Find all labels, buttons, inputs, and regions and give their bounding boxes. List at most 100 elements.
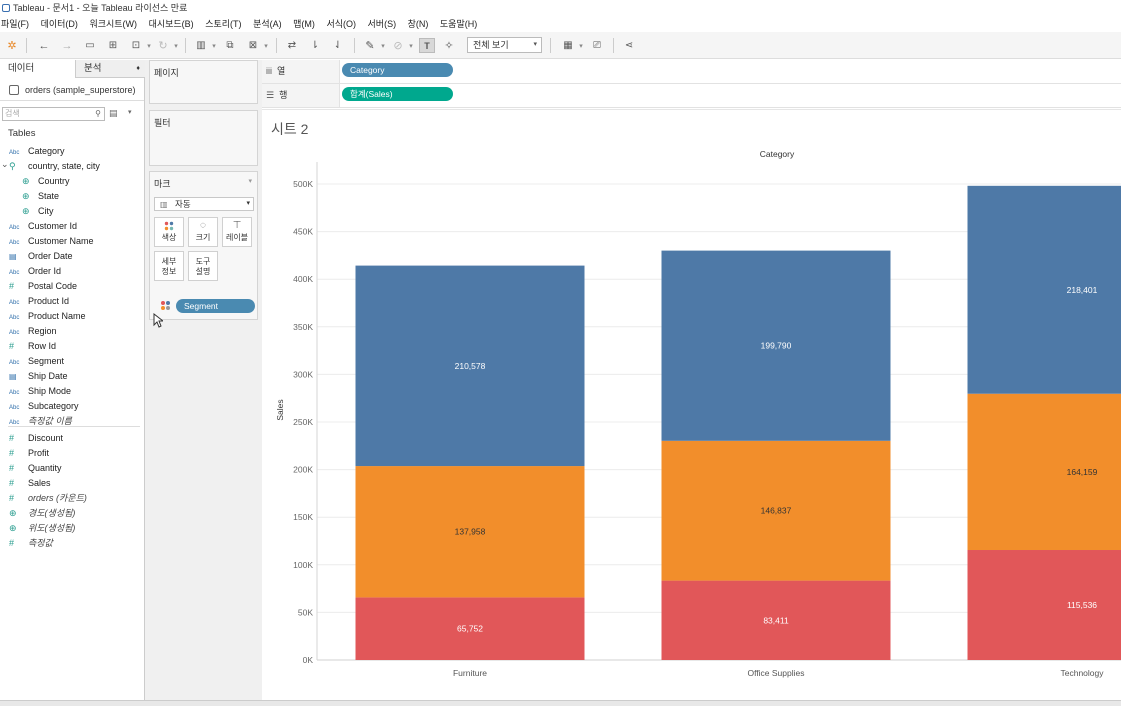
bar-segment[interactable]	[355, 597, 585, 660]
datasource-item[interactable]: orders (sample_superstore)	[0, 79, 144, 101]
size-button[interactable]: ◌ 크기	[188, 217, 218, 247]
show-mark-labels-icon[interactable]: T	[419, 38, 435, 53]
field-state[interactable]: ⊕ State	[0, 189, 59, 204]
new-worksheet-icon[interactable]: ▥	[196, 40, 206, 51]
bar-segment[interactable]	[661, 440, 891, 581]
dropdown-arrow-icon[interactable]: ▾	[147, 42, 151, 50]
dropdown-arrow-icon[interactable]: ▾	[579, 42, 583, 50]
field-ship-mode[interactable]: Abc Ship Mode	[0, 384, 71, 399]
bar-segment[interactable]	[967, 393, 1121, 551]
refresh-icon[interactable]: ↻	[158, 40, 168, 52]
new-datasource-icon[interactable]: ⊞	[108, 40, 118, 51]
rows-shelf[interactable]: ☰ 행 합계(Sales)	[262, 84, 1121, 108]
duplicate-sheet-icon[interactable]: ⧉	[226, 40, 234, 51]
menu-data[interactable]: 데이터(D)	[40, 19, 78, 29]
bar-segment[interactable]	[355, 265, 585, 467]
dropdown-arrow-icon[interactable]: ▾	[381, 42, 385, 50]
undo-icon[interactable]: ←	[38, 39, 50, 52]
fix-axes-icon[interactable]: ✧	[444, 40, 454, 52]
sort-ascending-icon[interactable]: ⇂	[310, 40, 320, 51]
field-region[interactable]: Abc Region	[0, 324, 57, 339]
menu-map[interactable]: 맵(M)	[293, 19, 315, 29]
marks-menu-icon[interactable]: ▾	[248, 178, 252, 185]
field-customer-id[interactable]: Abc Customer Id	[0, 219, 77, 234]
cards-toggle-icon[interactable]: ▦	[563, 40, 573, 51]
list-view-icon[interactable]: ▤	[109, 108, 118, 118]
tooltip-button[interactable]: 도구 설명	[188, 251, 218, 281]
swap-rows-columns-icon[interactable]: ⇄	[287, 40, 297, 51]
menu-analysis[interactable]: 분석(A)	[253, 19, 282, 29]
bar-segment[interactable]	[967, 185, 1121, 394]
highlight-icon[interactable]: ✎	[365, 40, 375, 52]
menu-help[interactable]: 도움말(H)	[439, 19, 478, 29]
menu-worksheet[interactable]: 워크시트(W)	[89, 19, 138, 29]
tableau-logo-icon[interactable]: ✲	[7, 40, 17, 52]
field-sales[interactable]: # Sales	[0, 476, 51, 491]
menu-window[interactable]: 창(N)	[407, 19, 429, 29]
field-subcategory[interactable]: Abc Subcategory	[0, 399, 79, 414]
menu-format[interactable]: 서식(O)	[326, 19, 356, 29]
color-button[interactable]: 색상	[154, 217, 184, 247]
field-field[interactable]: ⊕ 위도(생성됨)	[0, 521, 75, 536]
field-orders[interactable]: # orders (카운트)	[0, 491, 87, 506]
field-category[interactable]: Abc Category	[0, 144, 65, 159]
menu-story[interactable]: 스토리(T)	[205, 19, 242, 29]
sort-descending-icon[interactable]: ⇃	[333, 40, 343, 51]
expand-chevron-icon[interactable]: ⌄	[1, 159, 9, 169]
clear-sheet-icon[interactable]: ⊠	[248, 40, 258, 51]
mark-type-dropdown[interactable]: ▥ 자동 ▾	[154, 197, 254, 211]
field-row-id[interactable]: # Row Id	[0, 339, 56, 354]
group-members-icon[interactable]: ⊘	[393, 40, 403, 52]
field-order-id[interactable]: Abc Order Id	[0, 264, 61, 279]
bar-segment[interactable]	[967, 550, 1121, 660]
menu-dashboard[interactable]: 대시보드(B)	[148, 19, 194, 29]
redo-icon[interactable]: →	[61, 39, 73, 52]
filters-shelf[interactable]: 필터	[149, 110, 258, 166]
field-search-input[interactable]: 검색 ⚲	[2, 107, 105, 121]
field-product-name[interactable]: Abc Product Name	[0, 309, 86, 324]
pages-shelf[interactable]: 페이지	[149, 60, 258, 104]
sales-row-pill[interactable]: 합계(Sales)	[342, 87, 453, 101]
bar-segment[interactable]	[661, 580, 891, 660]
dropdown-arrow-icon[interactable]: ▾	[212, 42, 216, 50]
tab-data[interactable]: 데이터	[0, 60, 75, 78]
mark-type-value: 자동	[175, 199, 191, 209]
field-order-date[interactable]: ▤ Order Date	[0, 249, 73, 264]
field-profit[interactable]: # Profit	[0, 446, 49, 461]
bar-segment[interactable]	[355, 466, 585, 598]
field-segment[interactable]: Abc Segment	[0, 354, 64, 369]
size-icon: ◌	[200, 220, 206, 231]
dropdown-arrow-icon[interactable]: ▾	[409, 42, 413, 50]
field-product-id[interactable]: Abc Product Id	[0, 294, 69, 309]
field-discount[interactable]: # Discount	[0, 431, 63, 446]
dropdown-arrow-icon[interactable]: ▾	[174, 42, 178, 50]
tab-analysis[interactable]: 분석 ♦	[75, 60, 145, 78]
field-quantity[interactable]: # Quantity	[0, 461, 62, 476]
dropdown-arrow-icon[interactable]: ▾	[128, 109, 132, 116]
label-button[interactable]: ⊤ 레이블	[222, 217, 252, 247]
field-city[interactable]: ⊕ City	[0, 204, 54, 219]
columns-shelf[interactable]: iii 열 Category	[262, 60, 1121, 84]
field-country[interactable]: ⊕ Country	[0, 174, 70, 189]
stacked-bar-chart[interactable]: Category 0K 50K 100K 150K 200K 250K 300K 350K 400…	[262, 110, 1121, 706]
detail-button[interactable]: 세부 정보	[154, 251, 184, 281]
segment-color-pill[interactable]: Segment	[176, 299, 255, 313]
field-ship-date[interactable]: ▤ Ship Date	[0, 369, 68, 384]
presentation-mode-icon[interactable]: ⎚	[593, 40, 601, 51]
field-country-state-city[interactable]: ⌄ ⚲ country, state, city	[0, 159, 100, 174]
label-label: 레이블	[225, 233, 249, 242]
menu-server[interactable]: 서버(S)	[367, 19, 397, 29]
field-postal-code[interactable]: # Postal Code	[0, 279, 77, 294]
field-customer-name[interactable]: Abc Customer Name	[0, 234, 94, 249]
field-field[interactable]: ⊕ 경도(생성됨)	[0, 506, 75, 521]
dropdown-arrow-icon[interactable]: ▾	[264, 42, 268, 50]
pause-updates-icon[interactable]: ⊡	[131, 40, 141, 51]
save-icon[interactable]: ▭	[85, 40, 95, 51]
category-column-pill[interactable]: Category	[342, 63, 453, 77]
menu-file[interactable]: 파일(F)	[1, 19, 30, 29]
fit-dropdown[interactable]: 전체 보기 ▾	[467, 37, 542, 53]
share-icon[interactable]: ⋖	[624, 40, 634, 51]
field-field[interactable]: Abc 측정값 이름	[0, 414, 72, 429]
field-field[interactable]: # 측정값	[0, 536, 53, 551]
bar-segment[interactable]	[661, 250, 891, 441]
